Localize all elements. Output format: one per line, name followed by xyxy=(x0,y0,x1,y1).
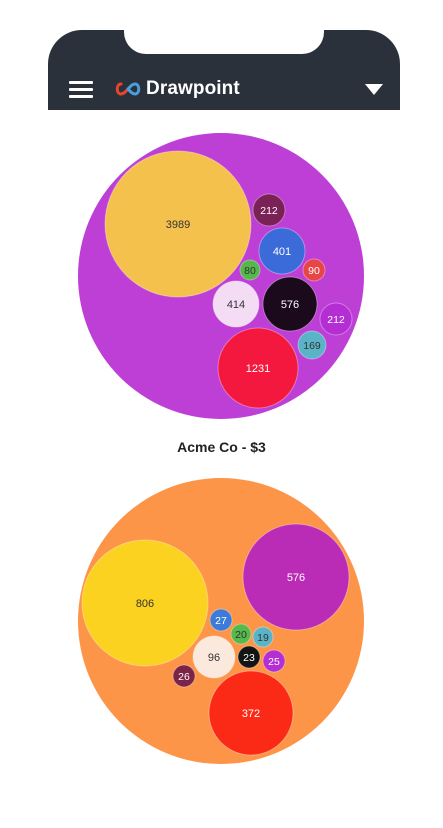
bubble[interactable] xyxy=(297,330,327,360)
bubble-value-label: 372 xyxy=(242,708,260,720)
bubble[interactable] xyxy=(252,193,286,227)
chart-caption: Acme Co - $3 xyxy=(177,439,266,455)
bubble-value-label: 19 xyxy=(257,632,269,644)
infinity-logo-icon xyxy=(115,82,141,96)
bubble-value-label: 1231 xyxy=(246,363,270,375)
triangle-down-icon[interactable] xyxy=(365,84,383,95)
bubble[interactable] xyxy=(262,276,318,332)
bubble-value-label: 3989 xyxy=(166,219,190,231)
bubble[interactable] xyxy=(242,523,350,631)
bubble-value-label: 27 xyxy=(215,615,227,627)
bubble[interactable] xyxy=(230,623,252,645)
bubble-value-label: 169 xyxy=(303,340,321,352)
bubble[interactable] xyxy=(319,302,353,336)
app-header: Drawpoint xyxy=(48,28,400,110)
bubble-value-label: 576 xyxy=(281,299,299,311)
bubble-value-label: 23 xyxy=(243,652,255,664)
bubble-value-label: 26 xyxy=(178,671,190,683)
bubble-chart-2: 806 576 372 96 27 26 25 23 20 19 xyxy=(78,478,364,764)
bubble-value-label: 20 xyxy=(235,629,247,641)
bubble[interactable] xyxy=(239,259,261,281)
bubble-value-label: 212 xyxy=(327,314,345,326)
bubble[interactable] xyxy=(208,670,294,756)
bubble[interactable] xyxy=(258,227,306,275)
bubble[interactable] xyxy=(104,150,252,298)
bubble[interactable] xyxy=(252,626,274,648)
bubble-value-label: 80 xyxy=(244,265,256,277)
phone-notch xyxy=(124,28,324,54)
bubble-value-label: 96 xyxy=(208,652,220,664)
bubble-value-label: 401 xyxy=(273,246,291,258)
bubble[interactable] xyxy=(81,539,209,667)
bubble-chart-1: 3989 1231 576 414 401 212 212 169 90 80 xyxy=(78,133,364,419)
app-name: Drawpoint xyxy=(146,78,240,99)
bubble-value-label: 414 xyxy=(227,299,245,311)
bubble-value-label: 576 xyxy=(287,572,305,584)
app-logo[interactable]: Drawpoint xyxy=(114,76,240,102)
bubble-value-label: 90 xyxy=(308,265,320,277)
bubble-value-label: 25 xyxy=(268,656,280,668)
bubble[interactable] xyxy=(302,258,326,282)
bubble[interactable] xyxy=(237,645,261,669)
bubble[interactable] xyxy=(262,649,286,673)
bubble-value-label: 212 xyxy=(260,205,278,217)
bubble[interactable] xyxy=(172,664,196,688)
bubble[interactable] xyxy=(217,327,299,409)
bubble[interactable] xyxy=(192,635,236,679)
bubble[interactable] xyxy=(209,608,233,632)
bubble-value-label: 806 xyxy=(136,598,154,610)
bubble[interactable] xyxy=(212,280,260,328)
hamburger-menu-icon[interactable] xyxy=(69,81,93,99)
